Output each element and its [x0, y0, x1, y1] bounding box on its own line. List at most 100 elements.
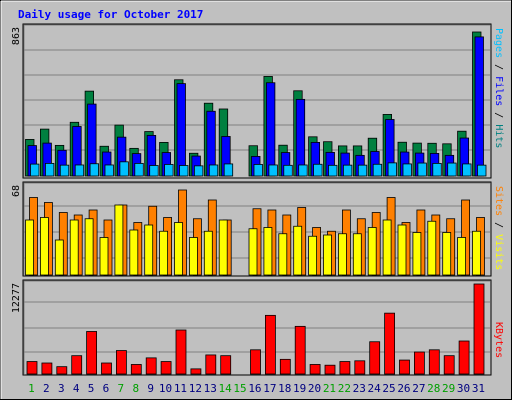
- kbytes-bar: [294, 325, 306, 375]
- pages-bar: [387, 162, 398, 177]
- pages-bar: [45, 163, 55, 177]
- kbytes-bar: [145, 357, 157, 375]
- visits-bar: [278, 233, 288, 276]
- legend-part: Files: [493, 76, 504, 106]
- pages-bar: [149, 165, 159, 177]
- pages-bar: [193, 165, 204, 177]
- pages-bar: [253, 164, 263, 177]
- day-label: 4: [73, 382, 80, 395]
- day-label: 27: [412, 382, 425, 395]
- kbytes-bar: [101, 362, 112, 375]
- files-bar: [176, 83, 186, 177]
- kbytes-bar: [309, 364, 321, 375]
- day-label: 25: [382, 382, 395, 395]
- day-label: 3: [58, 382, 65, 395]
- day-label: 6: [103, 382, 110, 395]
- panel1-max-label: 863: [11, 27, 22, 45]
- visits-bar: [323, 234, 332, 276]
- panel1-legend: Pages / Files / Hits: [493, 28, 504, 148]
- visits-bar: [397, 224, 407, 276]
- day-label: 20: [308, 382, 321, 395]
- visits-bar: [159, 230, 169, 276]
- pages-bar: [208, 164, 219, 177]
- legend-part: /: [493, 216, 504, 234]
- day-label: 18: [278, 382, 291, 395]
- pages-bar: [447, 162, 457, 177]
- day-label: 22: [338, 382, 351, 395]
- kbytes-bar: [175, 329, 187, 375]
- visits-bar: [442, 232, 452, 276]
- pages-bar: [74, 164, 85, 177]
- visits-bar: [218, 219, 228, 276]
- legend-part: Visits: [493, 234, 504, 270]
- pages-bar: [328, 164, 338, 177]
- day-label: 21: [323, 382, 336, 395]
- day-label: 15: [233, 382, 246, 395]
- pages-bar: [462, 163, 472, 177]
- day-label: 12: [189, 382, 202, 395]
- pages-bar: [89, 163, 99, 177]
- day-label: 10: [159, 382, 172, 395]
- visits-bar: [54, 239, 64, 276]
- kbytes-bar: [190, 368, 202, 375]
- day-label: 14: [219, 382, 233, 395]
- visits-bar: [144, 224, 154, 276]
- pages-bar: [342, 164, 353, 177]
- day-label: 7: [118, 382, 125, 395]
- pages-bar: [477, 164, 487, 177]
- legend-part: KBytes: [493, 322, 504, 358]
- day-label: 24: [368, 382, 382, 395]
- pages-bar: [104, 164, 114, 177]
- day-label: 17: [263, 382, 276, 395]
- pages-bar: [59, 164, 70, 177]
- day-label: 13: [204, 382, 217, 395]
- day-label: 16: [248, 382, 261, 395]
- day-label: 2: [43, 382, 50, 395]
- kbytes-bar: [41, 362, 53, 375]
- visits-bar: [337, 233, 347, 276]
- files-bar: [295, 98, 306, 177]
- kbytes-bars: [26, 283, 485, 375]
- day-label: 8: [132, 382, 139, 395]
- legend-part: Pages: [493, 28, 504, 58]
- legend-part: Sites: [493, 186, 504, 216]
- kbytes-bar: [264, 314, 276, 375]
- visits-bar: [308, 235, 318, 276]
- day-label: 11: [174, 382, 187, 395]
- visits-bar: [84, 218, 94, 276]
- pages-bar: [357, 164, 368, 177]
- hits-files-pages-bars: [25, 31, 487, 177]
- kbytes-bar: [86, 331, 97, 375]
- day-label: 31: [472, 382, 485, 395]
- chart-title: Daily usage for October 2017: [18, 8, 203, 21]
- sites-visits-panel: 68 Sites / Visits: [11, 181, 504, 277]
- kbytes-bar: [443, 355, 455, 375]
- kbytes-panel: 12277 KBytes: [11, 279, 504, 376]
- kbytes-bar: [413, 351, 425, 375]
- kbytes-bar: [116, 350, 127, 375]
- day-label: 19: [293, 382, 306, 395]
- visits-bar: [203, 230, 213, 276]
- visits-bar: [40, 217, 49, 276]
- visits-bar: [352, 233, 362, 276]
- files-bar: [265, 82, 276, 177]
- visits-bar: [457, 237, 467, 276]
- pages-bar: [417, 162, 427, 177]
- kbytes-bar: [71, 355, 83, 375]
- panel2-max-label: 68: [11, 185, 22, 197]
- visits-bar: [69, 219, 79, 276]
- day-label: 29: [442, 382, 455, 395]
- pages-bar: [402, 163, 412, 177]
- kbytes-bar: [399, 359, 410, 375]
- day-axis-labels: 1 2 3 4 5 6 7 8 9 10 11 12 13 14 15 16 17 18 19 20 21 22 23 24 2…: [28, 382, 485, 395]
- pages-bar: [372, 163, 383, 177]
- pages-bar: [313, 163, 323, 177]
- hits-files-pages-panel: 863 Pages / Files / Hits: [11, 23, 504, 179]
- day-label: 23: [353, 382, 366, 395]
- files-bar: [474, 36, 484, 177]
- pages-bar: [134, 163, 144, 177]
- pages-bar: [432, 163, 442, 177]
- legend-part: Hits: [493, 124, 504, 148]
- visits-bar: [25, 219, 34, 276]
